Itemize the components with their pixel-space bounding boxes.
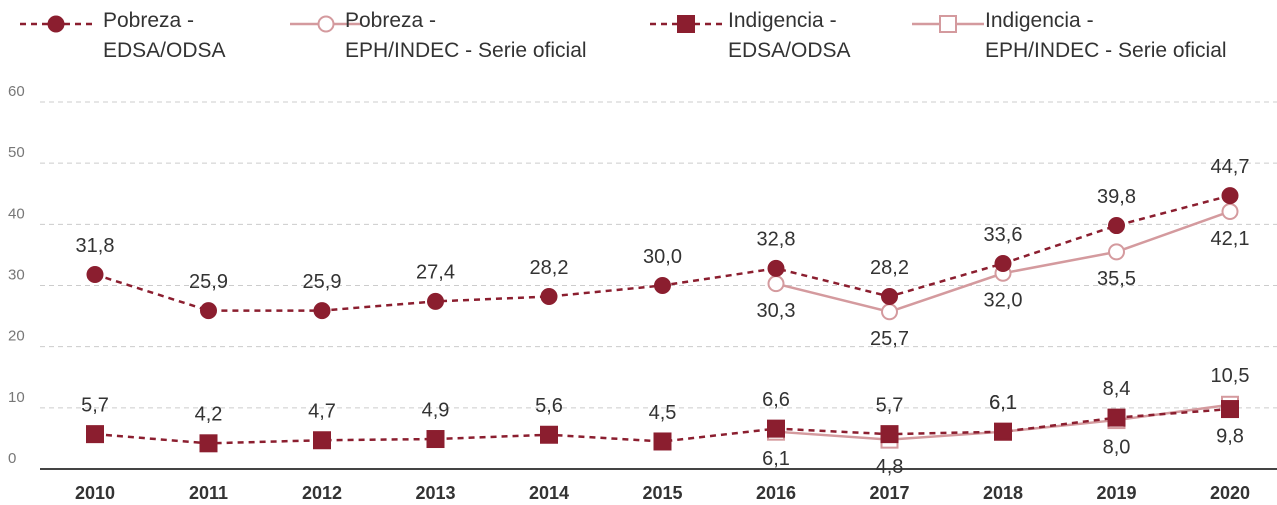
x-tick-label: 2011 xyxy=(189,483,228,503)
data-label: 33,6 xyxy=(984,224,1023,246)
marker xyxy=(313,431,331,450)
data-label: 5,7 xyxy=(81,394,109,416)
x-tick-label: 2010 xyxy=(75,483,115,503)
data-label: 39,8 xyxy=(1097,186,1136,208)
data-label: 4,7 xyxy=(308,401,336,423)
data-label: 8,4 xyxy=(1103,378,1131,400)
data-label: 32,8 xyxy=(757,229,796,251)
data-label: 30,0 xyxy=(643,246,682,268)
x-tick-label: 2013 xyxy=(415,483,455,503)
x-tick-label: 2020 xyxy=(1210,483,1250,503)
marker xyxy=(1108,217,1125,235)
marker xyxy=(86,425,104,444)
data-label: 28,2 xyxy=(530,257,569,279)
marker xyxy=(1221,400,1239,419)
marker xyxy=(200,302,217,320)
data-label: 25,9 xyxy=(189,271,228,293)
marker xyxy=(994,422,1012,441)
x-tick-label: 2014 xyxy=(529,483,569,503)
data-label: 9,8 xyxy=(1216,425,1244,447)
marker xyxy=(86,265,104,283)
data-label: 4,2 xyxy=(195,404,223,426)
x-tick-label: 2018 xyxy=(983,483,1023,503)
x-tick-label: 2015 xyxy=(642,483,682,503)
x-tick-label: 2016 xyxy=(756,483,796,503)
marker xyxy=(767,275,785,293)
marker xyxy=(426,430,445,449)
data-label: 28,2 xyxy=(870,257,909,279)
data-label: 44,7 xyxy=(1211,156,1250,178)
data-label: 25,7 xyxy=(870,328,909,350)
data-label: 25,9 xyxy=(303,271,342,293)
marker xyxy=(939,15,957,33)
marker xyxy=(540,288,558,306)
data-label: 6,1 xyxy=(989,392,1017,414)
data-label: 6,6 xyxy=(762,389,790,411)
y-tick-label: 60 xyxy=(8,83,25,100)
marker xyxy=(317,15,335,33)
marker xyxy=(994,254,1012,272)
legend-item xyxy=(290,15,362,33)
marker xyxy=(199,434,218,453)
legend-label: Pobreza - EDSA/ODSA xyxy=(103,9,226,62)
data-label: 4,8 xyxy=(876,456,904,478)
x-tick-label: 2019 xyxy=(1096,483,1136,503)
marker xyxy=(881,303,898,321)
data-label: 42,1 xyxy=(1211,228,1250,250)
data-label: 6,1 xyxy=(762,448,790,470)
data-label: 32,0 xyxy=(984,290,1023,312)
data-label: 10,5 xyxy=(1211,365,1250,387)
data-label: 5,6 xyxy=(535,395,563,417)
data-label: 6,1 xyxy=(989,392,1017,414)
marker xyxy=(47,15,65,33)
marker xyxy=(427,292,444,310)
data-label: 8,0 xyxy=(1103,436,1131,458)
data-label: 27,4 xyxy=(416,262,455,284)
marker xyxy=(767,259,785,277)
marker xyxy=(313,302,331,320)
legend-item xyxy=(20,15,92,33)
marker xyxy=(1221,187,1239,205)
marker xyxy=(654,277,671,294)
y-tick-label: 30 xyxy=(8,266,25,283)
marker xyxy=(677,15,695,33)
y-tick-label: 0 xyxy=(8,450,16,467)
data-label: 31,8 xyxy=(76,235,115,257)
y-tick-label: 20 xyxy=(8,328,25,345)
data-label: 5,7 xyxy=(876,394,904,416)
marker xyxy=(540,425,558,444)
data-label: 4,5 xyxy=(649,402,677,424)
legend-label: Pobreza - EPH/INDEC - Serie oficial xyxy=(345,9,587,62)
marker xyxy=(1107,408,1126,427)
marker xyxy=(880,425,899,444)
data-label: 4,9 xyxy=(422,399,450,421)
marker xyxy=(1108,243,1125,261)
legend-item xyxy=(912,15,984,33)
y-tick-label: 10 xyxy=(8,389,25,406)
data-label: 30,3 xyxy=(757,300,796,322)
legend-label: Indigencia - EDSA/ODSA xyxy=(728,9,851,62)
y-tick-label: 50 xyxy=(8,144,25,161)
x-tick-label: 2017 xyxy=(869,483,909,503)
series-line xyxy=(94,407,1231,445)
marker xyxy=(653,432,672,451)
data-label: 35,5 xyxy=(1097,268,1136,290)
y-tick-label: 40 xyxy=(8,205,25,222)
marker xyxy=(767,419,785,438)
x-tick-label: 2012 xyxy=(302,483,342,503)
marker xyxy=(1221,202,1239,220)
legend-item xyxy=(650,15,722,33)
marker xyxy=(881,288,898,306)
legend-label: Indigencia - EPH/INDEC - Serie oficial xyxy=(985,9,1227,62)
